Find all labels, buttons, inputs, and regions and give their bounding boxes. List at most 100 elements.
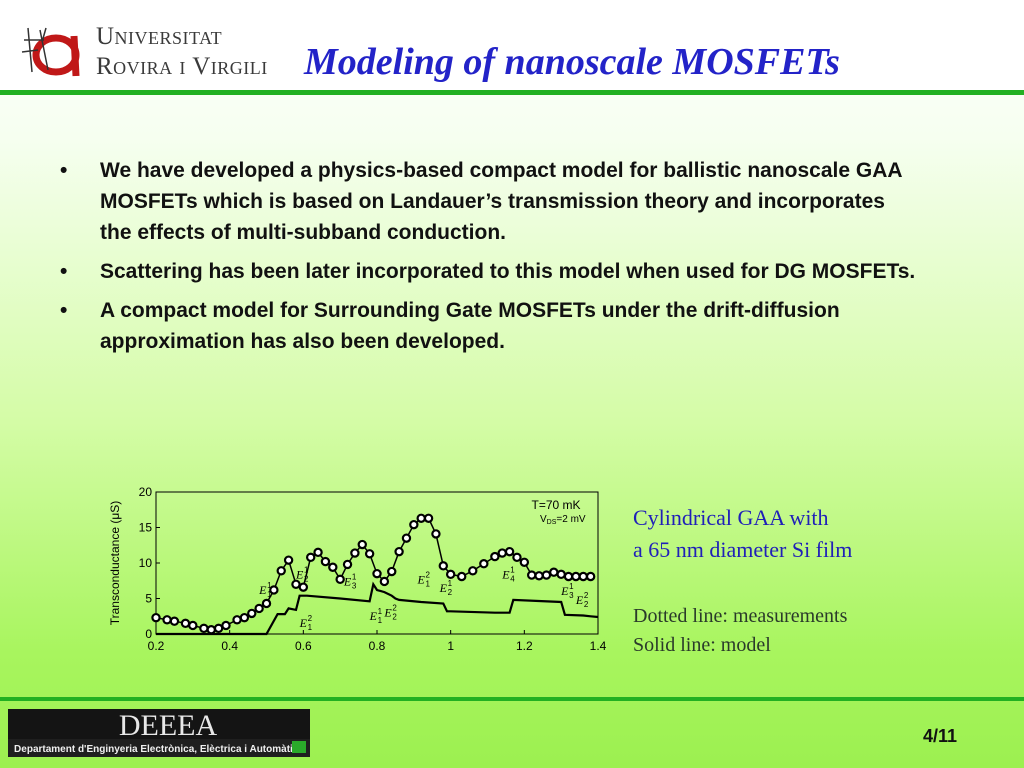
subband-label: E xyxy=(369,609,378,623)
legend-solid: Solid line: model xyxy=(633,634,771,656)
bullet-item: • A compact model for Surrounding Gate MO… xyxy=(60,295,920,357)
subband-label: E xyxy=(295,568,304,582)
measured-point xyxy=(180,618,191,629)
subband-label-sub: 2 xyxy=(584,600,589,609)
subband-label-sub: 1 xyxy=(378,616,383,625)
measured-point xyxy=(578,571,588,582)
measured-point xyxy=(519,557,530,567)
subband-label-sub: 2 xyxy=(448,588,453,597)
measured-point xyxy=(320,556,331,567)
measured-point xyxy=(291,579,301,590)
subband-label-sub: 2 xyxy=(392,612,397,621)
footer-divider xyxy=(0,697,1024,701)
measured-point xyxy=(394,546,404,557)
measured-point xyxy=(468,566,478,576)
measured-point xyxy=(497,548,507,558)
subband-label-sub: 1 xyxy=(426,580,431,589)
x-tick-label: 1 xyxy=(447,639,454,653)
measured-point xyxy=(254,603,264,614)
measured-point xyxy=(151,612,161,623)
measured-point xyxy=(445,569,456,580)
figure-caption: Cylindrical GAA with a 65 nm diameter Si… xyxy=(633,502,852,566)
y-tick-label: 15 xyxy=(139,521,153,535)
measured-point xyxy=(585,571,596,582)
measured-point xyxy=(490,551,500,562)
measured-point xyxy=(313,547,323,558)
measured-point xyxy=(571,571,581,582)
measured-point xyxy=(457,571,467,582)
measured-point xyxy=(188,620,198,631)
measured-point xyxy=(431,529,441,539)
dept-name-text: Departament d'Enginyeria Electrònica, El… xyxy=(14,744,304,755)
measured-point xyxy=(298,582,309,592)
bullet-dot: • xyxy=(60,299,68,322)
department-logo: DEEEA Departament d'Enginyeria Electròni… xyxy=(8,709,310,757)
subband-label-sup: 2 xyxy=(308,614,313,623)
model-series-line xyxy=(156,581,599,636)
subband-label-sup: 1 xyxy=(569,582,574,591)
measured-point xyxy=(563,571,574,582)
subband-label: E xyxy=(417,573,426,587)
measured-point xyxy=(206,625,216,635)
subband-label: E xyxy=(299,616,308,630)
bullet-list: • We have developed a physics-based compa… xyxy=(60,155,920,365)
transconductance-chart: 0.2 0.4 0.6 0.8 1 1.2 1.4 0 5 10 15 20 Transconducta… xyxy=(108,485,607,653)
measured-point xyxy=(283,555,294,565)
bullet-item: • We have developed a physics-based compa… xyxy=(60,155,920,248)
measured-point xyxy=(269,585,279,595)
bullet-dot: • xyxy=(60,260,68,283)
measured-point xyxy=(512,552,522,563)
university-name-line1: Universitat xyxy=(96,23,223,50)
subband-label-sup: 1 xyxy=(352,573,357,582)
header-divider xyxy=(0,90,1024,95)
measured-point xyxy=(169,616,180,626)
measured-point xyxy=(221,620,231,631)
subband-label-sup: 1 xyxy=(448,579,453,588)
y-tick-label: 0 xyxy=(145,627,152,641)
university-name-line2: Rovira i Virgili xyxy=(96,53,268,80)
measured-point xyxy=(438,561,448,571)
measured-point xyxy=(401,533,412,543)
measured-point xyxy=(276,566,286,576)
measured-point xyxy=(541,570,552,580)
measured-point xyxy=(239,612,250,623)
vds-annotation: VDS=2 mV xyxy=(540,514,586,526)
subband-label: E xyxy=(439,581,448,595)
subband-label-sup: 1 xyxy=(267,581,272,590)
subband-label-sub: 2 xyxy=(304,575,309,584)
y-tick-label: 10 xyxy=(139,556,153,570)
measured-point xyxy=(479,559,489,569)
measured-point xyxy=(342,559,353,570)
x-tick-label: 1.2 xyxy=(516,639,533,653)
measured-point xyxy=(357,539,367,550)
subband-label-sup: 2 xyxy=(392,603,397,612)
measured-point xyxy=(261,598,272,609)
page-number: 4/11 xyxy=(923,726,958,746)
bullet-text: We have developed a physics-based compac… xyxy=(100,159,902,244)
measured-point xyxy=(534,571,544,581)
slide-header: Universitat Rovira i Virgili Modeling of… xyxy=(0,0,1024,95)
dept-logo-text: DEEEA xyxy=(119,709,218,742)
measured-point xyxy=(556,569,566,580)
measured-point xyxy=(387,566,397,577)
measured-point xyxy=(372,568,382,579)
measured-point xyxy=(527,570,537,580)
subband-label: E xyxy=(258,583,267,597)
subband-label-sup: 1 xyxy=(378,607,383,616)
x-tick-label: 0.8 xyxy=(369,639,386,653)
bullet-item: • Scattering has been later incorporated … xyxy=(60,256,920,287)
subband-label-sub: 3 xyxy=(569,591,574,600)
y-axis-label: Transconductance (μS) xyxy=(108,501,122,626)
x-tick-label: 0.4 xyxy=(221,639,238,653)
measured-point xyxy=(350,548,360,558)
measured-point xyxy=(379,576,390,587)
subband-label-sub: 1 xyxy=(308,623,313,632)
measured-point xyxy=(213,623,224,634)
measured-point xyxy=(549,567,559,577)
subband-label: E xyxy=(501,568,510,582)
slide-title: Modeling of nanoscale MOSFETs xyxy=(304,41,840,83)
measured-point xyxy=(162,615,172,625)
subband-label: E xyxy=(575,593,584,607)
measured-point xyxy=(199,623,209,634)
measured-point xyxy=(504,546,515,557)
